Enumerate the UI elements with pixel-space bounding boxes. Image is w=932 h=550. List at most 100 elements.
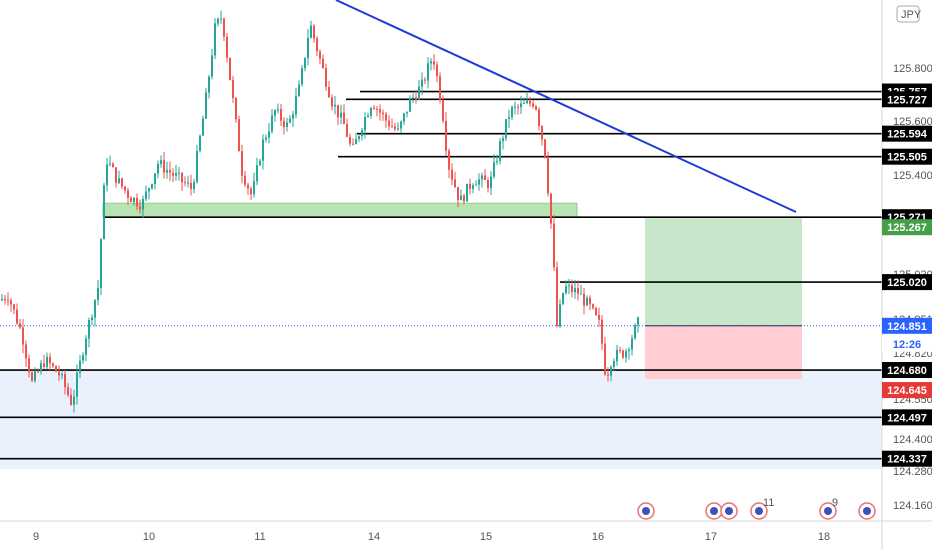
trendline — [335, 0, 797, 213]
candle-up — [466, 183, 468, 202]
candle-down — [415, 97, 417, 100]
candle-down — [376, 108, 378, 110]
candle-up — [496, 160, 498, 163]
candle-up — [208, 76, 210, 93]
candle-down — [373, 108, 375, 110]
candle-down — [535, 106, 537, 110]
candle-up — [475, 184, 477, 186]
candle-down — [13, 304, 15, 310]
candle-up — [523, 103, 525, 105]
candle-down — [328, 86, 330, 98]
candle-down — [4, 299, 6, 301]
candle-up — [613, 361, 615, 367]
candle-up — [307, 37, 309, 58]
candle-down — [181, 172, 183, 183]
candle-up — [145, 191, 147, 199]
candle-up — [559, 304, 561, 327]
candle-down — [37, 371, 39, 373]
candle-up — [367, 115, 369, 117]
candle-down — [592, 304, 594, 308]
level-label-124.497-bg — [882, 409, 932, 426]
candle-down — [31, 372, 33, 381]
candle-down — [517, 106, 519, 108]
candle-up — [499, 141, 501, 161]
candle-up — [175, 173, 177, 176]
candle-down — [463, 195, 465, 202]
level-label-125.594: 125.594 — [887, 129, 928, 141]
candle-down — [250, 188, 252, 195]
candle-up — [118, 178, 120, 183]
candle-up — [274, 110, 276, 116]
candle-down — [52, 363, 54, 366]
candle-down — [136, 197, 138, 207]
candle-up — [334, 104, 336, 107]
stop-loss-area — [645, 325, 802, 380]
candle-up — [295, 96, 297, 115]
candle-up — [430, 61, 432, 64]
candle-down — [244, 175, 246, 185]
candle-down — [190, 182, 192, 189]
candle-down — [139, 206, 141, 210]
level-label-125.505-bg — [882, 148, 932, 165]
candle-down — [382, 112, 384, 115]
candle-up — [160, 160, 162, 164]
candle-down — [343, 112, 345, 125]
candle-down — [388, 120, 390, 127]
levels-layer — [0, 90, 882, 460]
take-profit-label-bg — [882, 219, 932, 236]
candle-up — [586, 297, 588, 306]
events-layer: 11 9 — [637, 497, 876, 520]
event-marker-icon-dot — [642, 507, 650, 515]
candle-up — [616, 349, 618, 362]
candle-down — [337, 104, 339, 118]
candle-up — [634, 325, 636, 339]
level-label-124.680: 124.680 — [887, 365, 927, 377]
last-price-label-bg — [882, 317, 932, 334]
candle-up — [580, 293, 582, 295]
candle-down — [238, 119, 240, 152]
candle-down — [226, 36, 228, 58]
candle-down — [532, 103, 534, 107]
candle-up — [214, 23, 216, 56]
candle-down — [313, 25, 315, 39]
candle-down — [436, 64, 438, 77]
candle-up — [406, 111, 408, 114]
candle-up — [262, 139, 264, 161]
candle-up — [193, 182, 195, 189]
stop-loss-label-bg — [882, 382, 932, 399]
candle-down — [379, 109, 381, 113]
candle-up — [370, 108, 372, 116]
candle-up — [493, 162, 495, 177]
currency-badge-label: JPY — [901, 9, 922, 21]
candle-up — [568, 285, 570, 287]
candle-down — [280, 109, 282, 121]
x-tick-label: 17 — [705, 531, 717, 543]
candle-down — [7, 300, 9, 302]
candles-layer — [1, 10, 639, 413]
candle-down — [16, 309, 18, 324]
candle-up — [418, 86, 420, 100]
candle-up — [217, 18, 219, 24]
candle-down — [10, 300, 12, 305]
candle-down — [241, 151, 243, 176]
candle-down — [163, 160, 165, 173]
candle-down — [349, 136, 351, 144]
candle-up — [289, 118, 291, 123]
candle-down — [22, 327, 24, 345]
candle-up — [1, 299, 3, 301]
candle-up — [142, 198, 144, 210]
level-label-125.020-bg — [882, 274, 932, 291]
candle-up — [310, 25, 312, 38]
candle-down — [115, 167, 117, 183]
x-tick-label: 9 — [33, 531, 39, 543]
candle-down — [454, 179, 456, 188]
event-marker-icon-dot — [755, 507, 763, 515]
currency-badge — [896, 5, 920, 23]
candle-down — [127, 190, 129, 198]
candle-up — [472, 185, 474, 189]
y-tick-label: 124.280 — [893, 466, 932, 478]
candle-up — [40, 363, 42, 372]
candle-up — [73, 396, 75, 405]
